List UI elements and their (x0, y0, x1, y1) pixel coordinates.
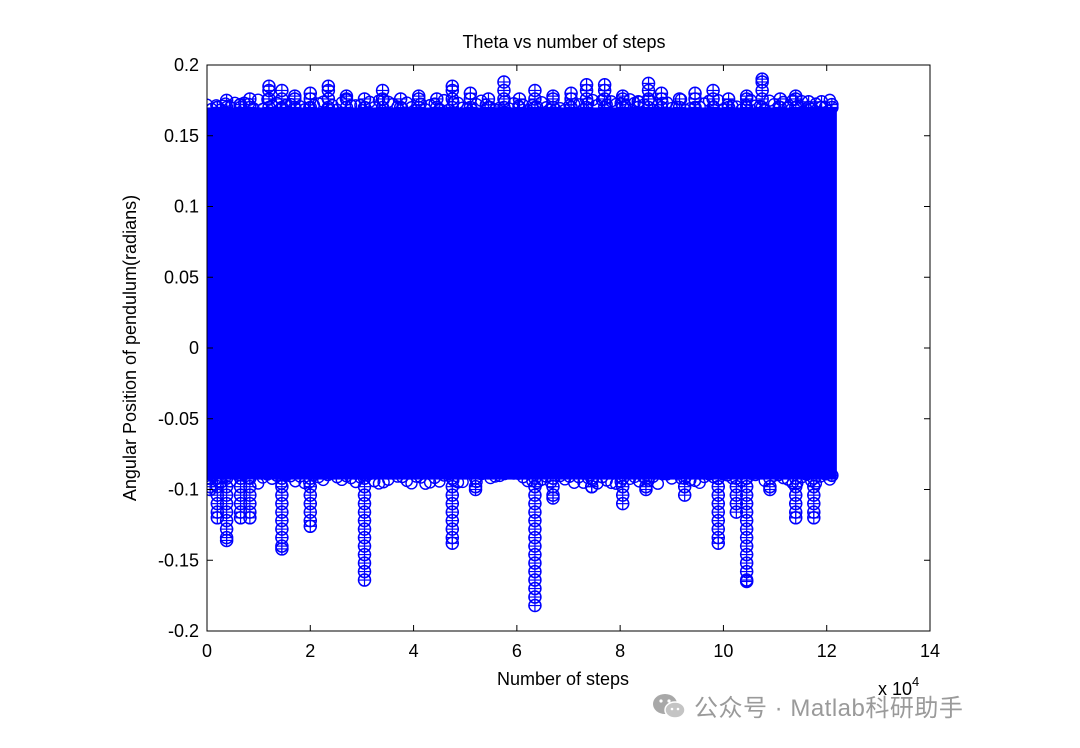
lower-extreme-marker (528, 471, 542, 613)
upper-extreme-marker (393, 92, 408, 115)
upper-extreme-marker (579, 78, 594, 115)
x-tick-label: 4 (409, 641, 419, 661)
watermark: 公众号 · Matlab科研助手 (652, 688, 963, 723)
upper-extreme-marker (375, 83, 390, 115)
x-axis-label: Number of steps (497, 669, 629, 689)
x-tick-label: 10 (713, 641, 733, 661)
y-tick-label: 0.05 (164, 267, 199, 287)
y-axis-label: Angular Position of pendulum(radians) (120, 195, 140, 501)
lower-extreme-marker (807, 471, 821, 525)
lower-extreme-marker (639, 471, 653, 497)
upper-extreme-marker (706, 83, 720, 115)
x-tick-label: 2 (305, 641, 315, 661)
x-tick-label: 6 (512, 641, 522, 661)
watermark-text: 公众号 · Matlab科研助手 (694, 695, 964, 722)
x-tick-label: 12 (817, 641, 837, 661)
lower-extreme-marker (788, 471, 803, 525)
upper-extreme-marker (672, 92, 687, 115)
upper-extreme-marker (721, 92, 736, 115)
x-tick-label: 8 (615, 641, 625, 661)
dense-marker-band (207, 107, 837, 480)
y-tick-label: 0.1 (174, 197, 199, 217)
upper-extreme-marker (321, 79, 336, 115)
upper-extreme-marker (303, 86, 318, 115)
upper-extreme-marker (641, 76, 656, 115)
lower-extreme-marker (615, 471, 630, 511)
upper-extreme-marker (688, 86, 702, 115)
upper-extreme-marker (288, 89, 302, 115)
upper-extreme-marker (207, 114, 217, 129)
lower-extreme-marker (357, 471, 372, 587)
x-multiplier-label: x 104 (878, 674, 919, 699)
upper-extreme-marker (219, 93, 234, 115)
upper-extreme-marker (445, 79, 460, 115)
upper-extreme-marker (430, 92, 444, 115)
upper-extreme-marker (262, 79, 276, 115)
upper-extreme-marker (512, 92, 527, 115)
y-tick-label: -0.2 (168, 621, 199, 641)
y-tick-label: 0.2 (174, 55, 199, 75)
y-tick-label: 0.15 (164, 126, 199, 146)
y-tick-label: -0.15 (158, 550, 199, 570)
lower-extreme-marker (739, 471, 754, 589)
upper-extreme-marker (564, 86, 578, 115)
upper-extreme-marker (411, 89, 426, 115)
lower-extreme-marker (763, 471, 777, 497)
y-tick-label: 0 (189, 338, 199, 358)
lower-extreme-marker (825, 468, 839, 483)
upper-extreme-marker (243, 92, 257, 115)
lower-extreme-marker (468, 471, 483, 497)
upper-extreme-marker (739, 89, 754, 115)
lower-extreme-marker (275, 471, 289, 556)
upper-extreme-marker (546, 89, 560, 115)
upper-extreme-marker (481, 92, 496, 115)
lower-extreme-marker (219, 471, 234, 548)
wechat-icon (653, 693, 686, 719)
upper-extreme-marker (788, 89, 803, 115)
upper-extreme-marker (497, 75, 511, 115)
lower-extreme-marker (243, 471, 257, 525)
upper-extreme-marker (755, 72, 769, 115)
upper-extreme-marker (597, 78, 612, 115)
x-tick-label: 14 (920, 641, 940, 661)
upper-extreme-marker (339, 89, 354, 115)
upper-extreme-marker (615, 89, 630, 115)
upper-extreme-marker (357, 92, 372, 115)
upper-extreme-marker (275, 83, 289, 115)
upper-extreme-marker (801, 95, 816, 115)
lower-extreme-marker (445, 471, 460, 551)
y-tick-label: -0.1 (168, 480, 199, 500)
upper-extreme-marker (825, 97, 839, 115)
y-tick-label: -0.05 (158, 409, 199, 429)
lower-extreme-marker (303, 471, 318, 534)
chart-title: Theta vs number of steps (462, 32, 665, 52)
upper-extreme-marker (463, 86, 478, 115)
upper-extreme-marker (773, 92, 787, 115)
x-tick-label: 0 (202, 641, 212, 661)
lower-extreme-marker (711, 471, 726, 551)
lower-extreme-marker (677, 471, 692, 502)
upper-extreme-marker (528, 83, 542, 115)
lower-extreme-marker (546, 471, 560, 505)
upper-extreme-marker (654, 86, 669, 115)
lower-extreme-marker (584, 471, 599, 494)
